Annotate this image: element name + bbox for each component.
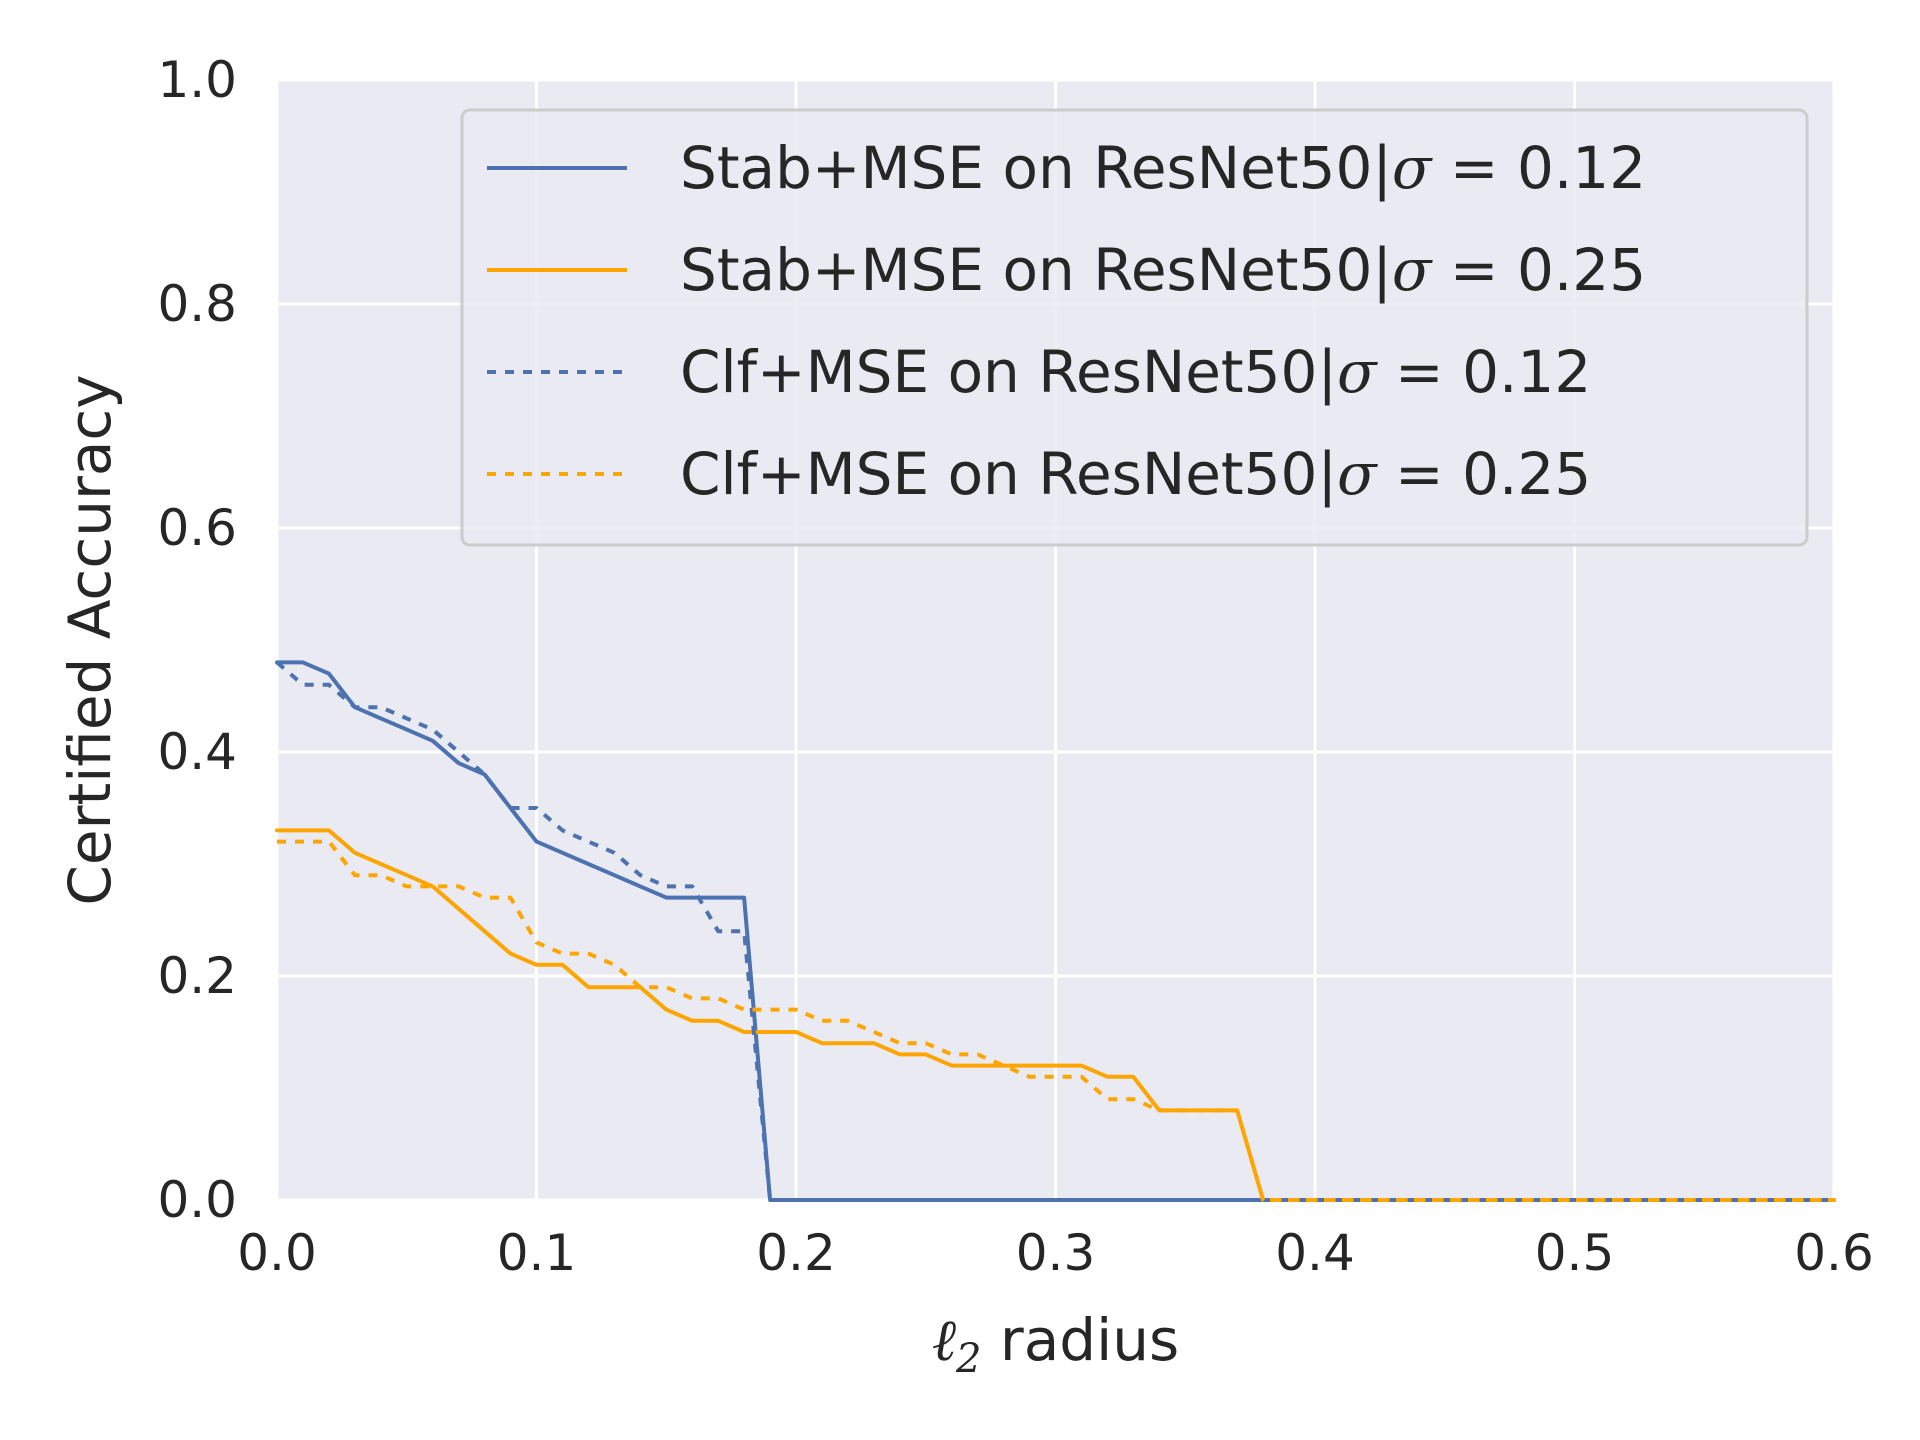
y-tick-label: 0.8	[157, 275, 237, 333]
x-tick-label: 0.6	[1794, 1224, 1874, 1282]
y-tick-label: 0.6	[157, 499, 237, 557]
y-tick-label: 0.4	[157, 723, 237, 781]
series-layer	[275, 660, 1836, 1202]
y-tick-label: 0.0	[157, 1171, 237, 1229]
legend-entry-3: Clf+MSE on ResNet50|σ = 0.12	[487, 338, 1591, 406]
x-tick-label: 0.3	[1016, 1224, 1096, 1282]
x-tick-label: 0.2	[756, 1224, 836, 1282]
series-line-4	[277, 839, 1834, 1202]
legend-label-prefix: Clf+MSE on ResNet50|	[680, 338, 1337, 406]
legend-label-value: = 0.12	[1431, 134, 1646, 202]
legend-entry-4: Clf+MSE on ResNet50|σ = 0.25	[487, 440, 1591, 508]
legend-label-value: = 0.25	[1377, 440, 1592, 508]
series-line-2	[275, 828, 1836, 1202]
y-tick-label: 1.0	[157, 51, 237, 109]
legend-label-sigma: σ	[1392, 134, 1433, 202]
x-tick-label: 0.1	[497, 1224, 577, 1282]
x-axis-label-symbol: ℓ	[932, 1306, 956, 1374]
legend-box	[460, 108, 1809, 547]
legend-label-sigma: σ	[1392, 236, 1433, 304]
y-ticks: 0.0 0.2 0.4 0.6 0.8 1.0	[157, 51, 237, 1229]
y-axis-label: Certified Accuracy	[56, 374, 124, 905]
legend-entry-2: Stab+MSE on ResNet50|σ = 0.25	[487, 236, 1646, 304]
x-axis-label-subscript: 2	[955, 1336, 981, 1382]
x-tick-label: 0.5	[1535, 1224, 1615, 1282]
x-ticks: 0.0 0.1 0.2 0.3 0.4 0.5 0.6	[237, 1224, 1874, 1282]
legend-label-sigma: σ	[1337, 440, 1378, 508]
x-axis-label-rest: radius	[981, 1306, 1179, 1374]
legend-entry-1: Stab+MSE on ResNet50|σ = 0.12	[487, 134, 1646, 202]
legend-label-value: = 0.25	[1431, 236, 1646, 304]
series-line-1	[275, 660, 1836, 1202]
legend-label-sigma: σ	[1337, 338, 1378, 406]
legend-label: Clf+MSE on ResNet50|σ = 0.25	[680, 440, 1591, 508]
legend-label: Clf+MSE on ResNet50|σ = 0.12	[680, 338, 1591, 406]
x-axis-label: ℓ2 radius	[932, 1306, 1179, 1382]
y-tick-label: 0.2	[157, 947, 237, 1005]
legend-label-prefix: Clf+MSE on ResNet50|	[680, 440, 1337, 508]
legend-label-value: = 0.12	[1377, 338, 1592, 406]
legend-label-prefix: Stab+MSE on ResNet50|	[680, 236, 1392, 304]
x-tick-label: 0.0	[237, 1224, 317, 1282]
x-tick-label: 0.4	[1275, 1224, 1355, 1282]
series-line-3	[275, 660, 1834, 1202]
legend-label-prefix: Stab+MSE on ResNet50|	[680, 134, 1392, 202]
legend-label: Stab+MSE on ResNet50|σ = 0.25	[680, 236, 1646, 304]
legend-label: Stab+MSE on ResNet50|σ = 0.12	[680, 134, 1646, 202]
